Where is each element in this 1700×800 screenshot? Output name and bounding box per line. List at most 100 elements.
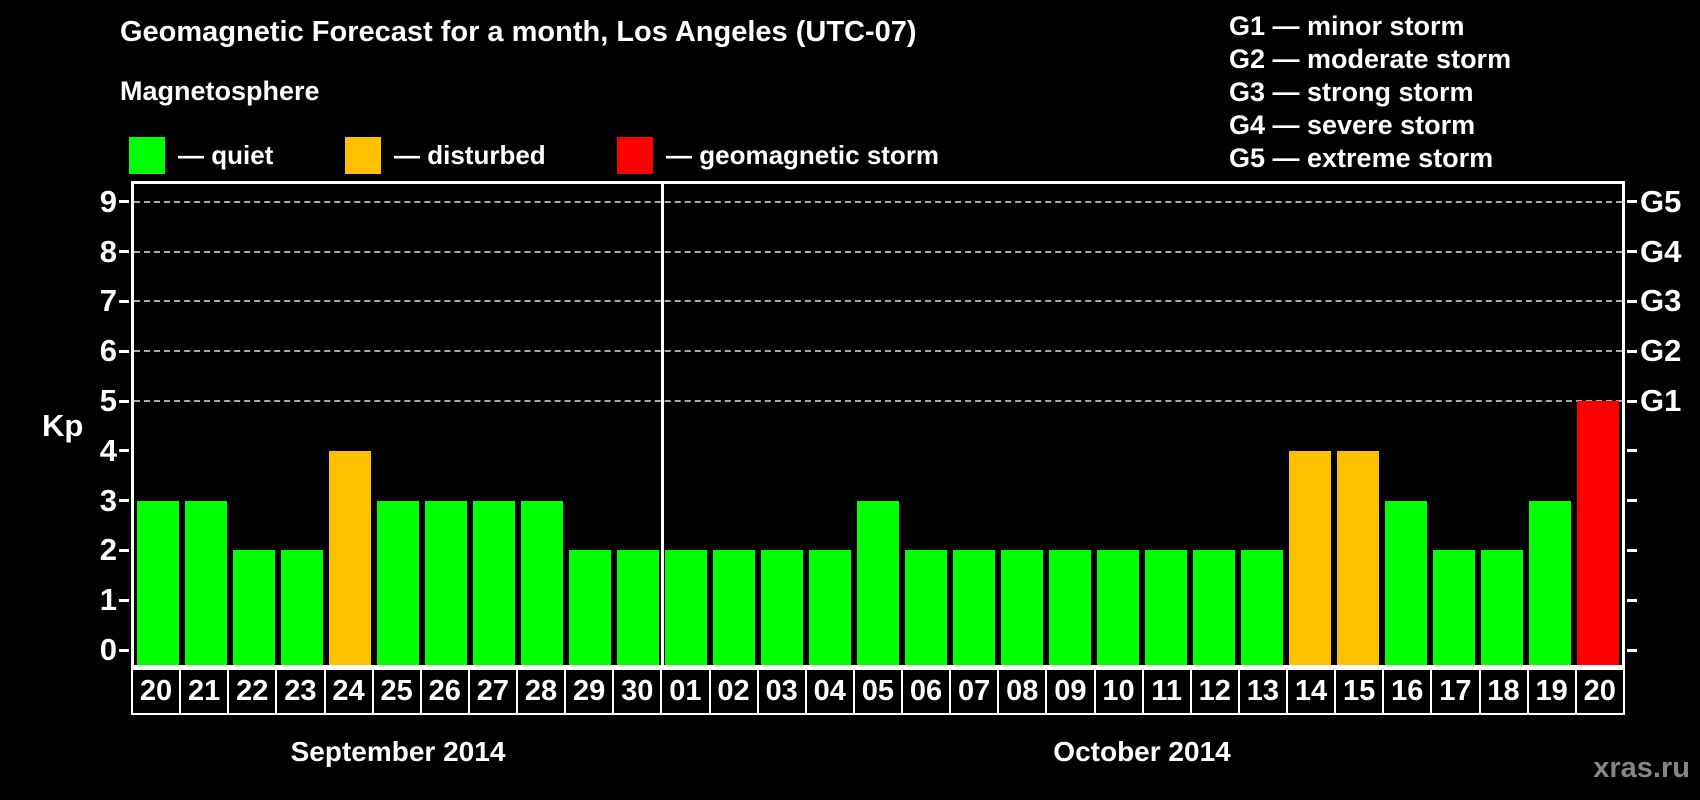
day-label-cell: 15: [1334, 668, 1385, 715]
day-label-cell: 23: [275, 668, 326, 715]
kp-bar: [761, 550, 803, 665]
day-label-cell: 20: [131, 668, 182, 715]
g-scale-legend-item: G1 — minor storm: [1229, 11, 1465, 41]
kp-bar: [953, 550, 995, 665]
day-label-cell: 27: [467, 668, 518, 715]
month-label: September 2014: [290, 736, 506, 767]
y-axis-title: Kp: [42, 408, 84, 443]
y-axis-tick: [119, 349, 129, 353]
kp-bar: [1337, 450, 1379, 665]
kp-bar: [569, 550, 611, 665]
g-scale-legend-item: G4 — severe storm: [1229, 110, 1476, 140]
y-axis-tick: [119, 299, 129, 303]
kp-bar: [1577, 401, 1619, 665]
kp-bar: [281, 550, 323, 665]
watermark: xras.ru: [1593, 752, 1690, 784]
day-label-cell: 22: [227, 668, 278, 715]
g-axis-tick: [1627, 449, 1637, 453]
g-axis-tick: [1627, 349, 1637, 353]
kp-bar: [233, 550, 275, 665]
kp-bar: [1529, 500, 1571, 665]
storm-color-swatch: [617, 136, 653, 174]
kp-bar: [425, 500, 467, 665]
g-tick-label: G1: [1640, 383, 1682, 418]
kp-bar: [137, 500, 179, 665]
gridline-kp-9: [134, 200, 1622, 203]
day-label-cell: 07: [949, 668, 1000, 715]
day-label-cell: 29: [564, 668, 615, 715]
kp-bar: [905, 550, 947, 665]
legend-item-disturbed: — disturbed: [345, 136, 546, 174]
g-axis-tick: [1627, 250, 1637, 254]
day-label-cell: 25: [371, 668, 422, 715]
day-label-cell: 11: [1141, 668, 1192, 715]
g-axis-tick: [1627, 548, 1637, 552]
g-axis-tick: [1627, 200, 1637, 204]
g-scale-legend-item: G3 — strong storm: [1229, 77, 1474, 107]
kp-bar: [857, 500, 899, 665]
y-tick-label: 0: [99, 632, 117, 667]
y-axis-tick: [119, 449, 129, 453]
day-label-cell: 24: [323, 668, 374, 715]
day-label-cell: 01: [660, 668, 711, 715]
g-tick-label: G3: [1640, 283, 1682, 319]
y-tick-label: 8: [99, 233, 117, 269]
day-label-cell: 04: [804, 668, 855, 715]
kp-bar: [1193, 550, 1235, 665]
g-axis-tick: [1627, 648, 1637, 652]
day-label-cell: 26: [419, 668, 470, 715]
day-label-cell: 17: [1430, 668, 1481, 715]
kp-bar: [1049, 550, 1091, 665]
kp-bar: [185, 500, 227, 665]
g-axis-tick: [1627, 598, 1637, 602]
y-tick-label: 6: [99, 333, 117, 369]
day-label-cell: 19: [1526, 668, 1577, 715]
day-label-cell: 14: [1286, 668, 1337, 715]
day-label-cell: 13: [1237, 668, 1288, 715]
day-label-cell: 06: [901, 668, 952, 715]
y-axis-tick: [119, 399, 129, 403]
day-label-cell: 05: [852, 668, 903, 715]
kp-bar: [1001, 550, 1043, 665]
kp-bar: [473, 500, 515, 665]
y-tick-label: 7: [99, 283, 117, 319]
day-label-cell: 12: [1189, 668, 1240, 715]
g-axis-tick: [1627, 399, 1637, 403]
kp-bar: [521, 500, 563, 665]
disturbed-color-swatch: [345, 136, 381, 174]
day-label-cell: 08: [997, 668, 1048, 715]
page-title: Geomagnetic Forecast for a month, Los An…: [120, 16, 917, 48]
kp-bar: [1481, 550, 1523, 665]
g-axis-tick: [1627, 299, 1637, 303]
g-tick-label: G4: [1640, 233, 1682, 269]
gridline-kp-5: [134, 400, 1622, 402]
legend-item-storm: — geomagnetic storm: [617, 136, 939, 174]
month-divider-line: [660, 184, 664, 665]
day-label-cell: 28: [516, 668, 567, 715]
kp-bar: [329, 450, 371, 665]
kp-bar: [713, 550, 755, 665]
y-axis-tick: [119, 250, 129, 254]
gridline-kp-7: [134, 300, 1622, 303]
kp-bar: [1433, 550, 1475, 665]
y-axis-tick: [119, 648, 129, 652]
day-axis-row: 20 21 22 23 24 25 26 27 28 29 30 01 02 03 04 05 06 07 08 09…: [131, 668, 1625, 715]
legend-label: — disturbed: [394, 139, 546, 170]
kp-bar: [665, 550, 707, 665]
kp-bar: [1289, 450, 1331, 665]
kp-bar: [377, 500, 419, 665]
quiet-color-swatch: [129, 136, 165, 174]
g-scale-legend-item: G5 — extreme storm: [1229, 143, 1494, 173]
legend-label: — quiet: [178, 139, 274, 170]
kp-bar: [1241, 550, 1283, 665]
day-label-cell: 10: [1093, 668, 1144, 715]
day-label-cell: 16: [1382, 668, 1433, 715]
g-axis-tick: [1627, 499, 1637, 503]
day-label-cell: 02: [708, 668, 759, 715]
kp-bar: [1145, 550, 1187, 665]
y-tick-label: 4: [99, 432, 117, 468]
kp-bar: [809, 550, 851, 665]
gridline-kp-6: [134, 350, 1622, 353]
y-axis-tick: [119, 200, 129, 204]
day-label-cell: 09: [1045, 668, 1096, 715]
